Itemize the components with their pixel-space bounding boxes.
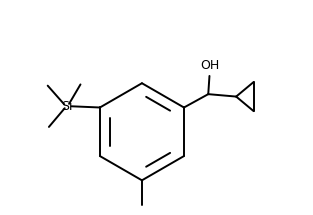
- Text: OH: OH: [200, 58, 219, 72]
- Text: Si: Si: [61, 100, 73, 113]
